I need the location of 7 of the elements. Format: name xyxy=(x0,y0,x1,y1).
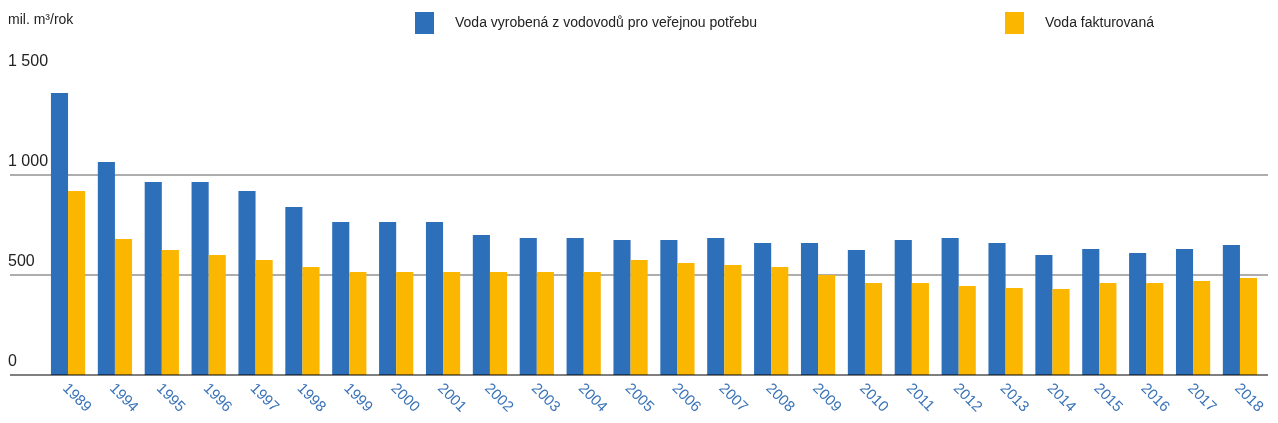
y-tick-label: 1 500 xyxy=(8,52,49,69)
legend-label: Voda fakturovaná xyxy=(1045,14,1155,30)
y-tick-label: 1 000 xyxy=(8,152,49,169)
y-axis-title: mil. m³/rok xyxy=(8,11,75,27)
y-tick-label: 500 xyxy=(8,252,35,269)
legend-label: Voda vyrobená z vodovodů pro veřejnou potřebu xyxy=(455,14,757,30)
y-tick-label: 0 xyxy=(8,352,17,369)
